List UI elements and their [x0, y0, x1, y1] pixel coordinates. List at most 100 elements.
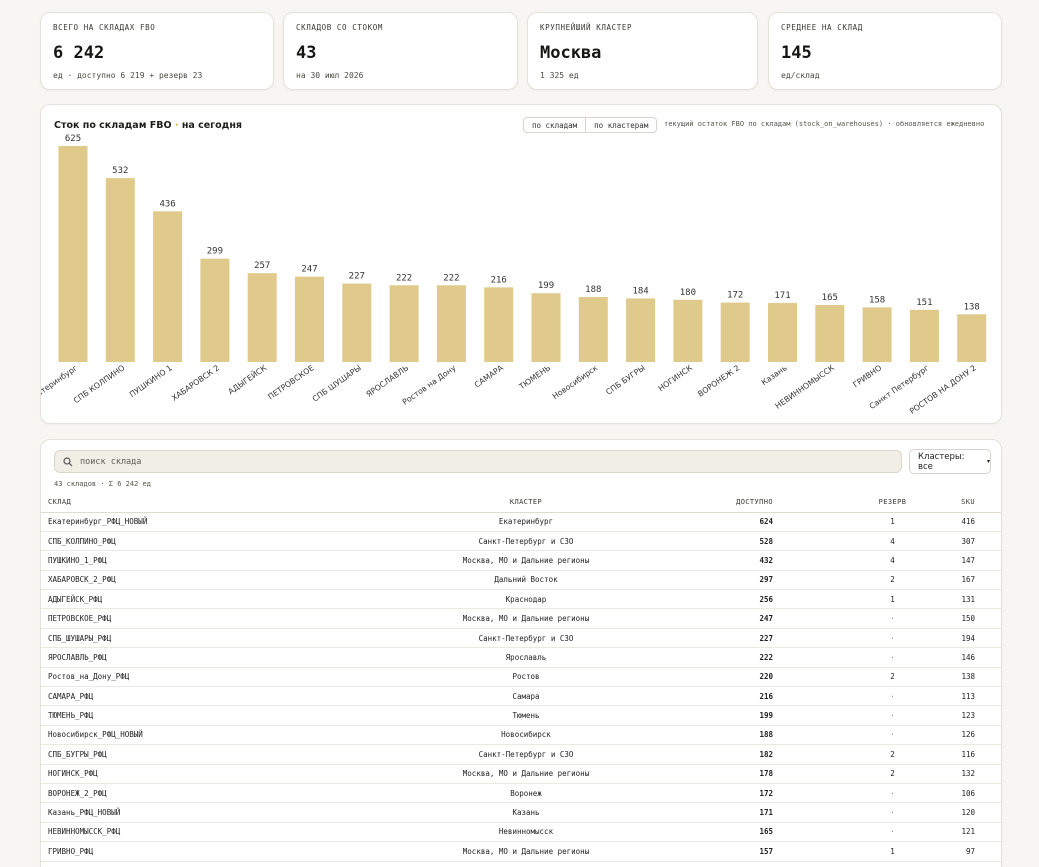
cell-sku: 116: [941, 744, 1001, 765]
column-header-reserve[interactable]: РЕЗЕРВ: [811, 493, 941, 513]
cell-cluster: Невинномысск: [361, 822, 691, 843]
table-row[interactable]: АДЫГЕЙСК_РФЦ Краснодар 256 1 131: [41, 589, 1001, 610]
x-tick-label: ГРИВНО: [851, 363, 883, 389]
cluster-filter-dropdown[interactable]: Кластеры: все ▾: [909, 449, 991, 474]
cell-reserve: ·: [811, 705, 941, 726]
table-row[interactable]: ПЕТРОВСКОЕ_РФЦ Москва, МО и Дальние регио…: [41, 608, 1001, 629]
x-tick-label: ПУШКИНО 1: [128, 363, 174, 399]
bar-value-label: 180: [680, 288, 696, 298]
column-header-cluster[interactable]: КЛАСТЕР: [361, 493, 691, 513]
column-header-name[interactable]: СКЛАД: [41, 493, 361, 513]
search-box[interactable]: [54, 450, 902, 473]
table-row[interactable]: САМАРА_РФЦ Самара 216 · 113: [41, 686, 1001, 707]
cell-reserve: ·: [811, 725, 941, 746]
chart-bar[interactable]: [105, 178, 135, 362]
chart-bar[interactable]: [626, 298, 656, 362]
table-row[interactable]: СПБ_КОЛПИНО_РФЦ Санкт-Петербург и СЗО 528 4…: [41, 531, 1001, 552]
cell-reserve: ·: [811, 686, 941, 707]
kpi-sub: на 30 июл 2026: [296, 71, 364, 80]
cell-sku: 131: [941, 589, 1001, 610]
x-tick-label: ЯРОСЛАВЛЬ: [365, 363, 411, 399]
cell-sku: 147: [941, 550, 1001, 571]
table-row[interactable]: СПБ_БУГРЫ_РФЦ Санкт-Петербург и СЗО 182 2 11…: [41, 744, 1001, 765]
cell-reserve: 1: [811, 512, 941, 532]
chart-bar[interactable]: [153, 211, 183, 362]
toggle-by-clusters[interactable]: по кластерам: [585, 118, 656, 132]
cell-cluster: Самара: [361, 686, 691, 707]
bar-value-label: 188: [585, 285, 601, 295]
cell-cluster: Тюмень: [361, 705, 691, 726]
chart-bar[interactable]: [58, 146, 88, 362]
x-tick-label: ХАБАРОВСК 2: [170, 363, 221, 402]
chart-bar[interactable]: [342, 283, 372, 362]
column-header-available[interactable]: ДОСТУПНО: [691, 493, 811, 513]
kpi-card-largest-cluster: КРУПНЕЙШИЙ КЛАСТЕР Москва 1 325 ед: [527, 12, 758, 90]
bar-value-label: 247: [301, 265, 317, 275]
chart-bar[interactable]: [909, 309, 939, 362]
cell-available: 297: [691, 570, 811, 591]
chart-bar[interactable]: [389, 285, 419, 362]
kpi-label: ВСЕГО НА СКЛАДАХ FBO: [53, 23, 156, 32]
cell-warehouse-name: СПБ_БУГРЫ_РФЦ: [41, 744, 361, 765]
cell-available: 432: [691, 550, 811, 571]
chart-bar[interactable]: [957, 314, 987, 362]
cell-sku: 106: [941, 783, 1001, 804]
cell-sku: 138: [941, 667, 1001, 688]
chart-bar[interactable]: [436, 285, 466, 362]
cell-available: 222: [691, 647, 811, 668]
cell-cluster: Москва, МО и Дальние регионы: [361, 764, 691, 784]
cell-reserve: 2: [811, 570, 941, 591]
chart-bar[interactable]: [720, 302, 750, 362]
cell-warehouse-name: ТЮМЕНЬ_РФЦ: [41, 705, 361, 726]
cell-sku: 126: [941, 725, 1001, 746]
table-row[interactable]: Казань_РФЦ_НОВЫЙ Казань 171 · 120: [41, 802, 1001, 823]
cell-cluster: Дальний Восток: [361, 570, 691, 591]
x-tick-label: Казань: [760, 363, 789, 387]
table-row[interactable]: ЯРОСЛАВЛЬ_РФЦ Ярославль 222 · 146: [41, 647, 1001, 668]
search-input[interactable]: [80, 456, 880, 467]
cell-warehouse-name: ХАБАРОВСК_2_РФЦ: [41, 570, 361, 591]
cell-cluster: Казань: [361, 802, 691, 823]
chart-bar[interactable]: [815, 304, 845, 362]
table-row[interactable]: ТЮМЕНЬ_РФЦ Тюмень 199 · 123: [41, 705, 1001, 726]
bar-value-label: 199: [538, 281, 554, 291]
cell-available: 624: [691, 512, 811, 532]
column-header-sku[interactable]: SKU: [941, 493, 1001, 513]
cell-sku: 150: [941, 608, 1001, 629]
cell-warehouse-name: СПБ_КОЛПИНО_РФЦ: [41, 531, 361, 552]
table-row[interactable]: ВОРОНЕЖ_2_РФЦ Воронеж 172 · 106: [41, 783, 1001, 804]
chart-bar[interactable]: [531, 293, 561, 362]
kpi-label: КРУПНЕЙШИЙ КЛАСТЕР: [540, 23, 633, 32]
table-row[interactable]: ГРИВНО_РФЦ Москва, МО и Дальние регионы 15…: [41, 841, 1001, 862]
cell-cluster: Новосибирск: [361, 725, 691, 746]
table-row[interactable]: НОГИНСК_РФЦ Москва, МО и Дальние регионы 1…: [41, 764, 1001, 784]
table-row[interactable]: ПУШКИНО_1_РФЦ Москва, МО и Дальние регион…: [41, 550, 1001, 571]
bar-value-label: 172: [727, 291, 743, 301]
chart-bar[interactable]: [768, 302, 797, 362]
chart-bar[interactable]: [484, 287, 514, 362]
table-row[interactable]: ХАБАРОВСК_2_РФЦ Дальний Восток 297 2 167: [41, 570, 1001, 591]
table-row[interactable]: СПБ_ШУШАРЫ_РФЦ Санкт-Петербург и СЗО 227 · 1…: [41, 628, 1001, 649]
cell-cluster: Москва, МО и Дальние регионы: [361, 841, 691, 862]
chart-bar[interactable]: [295, 276, 324, 362]
bar-value-label: 222: [396, 273, 412, 283]
bar-value-label: 436: [159, 199, 175, 209]
chart-bar[interactable]: [578, 297, 608, 362]
table-row[interactable]: НЕВИННОМЫССК_РФЦ Невинномысск 165 · 121: [41, 822, 1001, 843]
toggle-by-warehouses[interactable]: по складам: [532, 121, 578, 130]
cell-sku: 113: [941, 686, 1001, 707]
table-row[interactable]: Екатеринбург_РФЦ_НОВЫЙ Екатеринбург 624 1 41…: [41, 512, 1001, 532]
kpi-value: 43: [296, 43, 317, 63]
cell-warehouse-name: СПБ_ШУШАРЫ_РФЦ: [41, 628, 361, 649]
chart-bar[interactable]: [200, 258, 230, 362]
table-row[interactable]: Новосибирск_РФЦ_НОВЫЙ Новосибирск 188 · 126: [41, 725, 1001, 746]
chart-bar[interactable]: [862, 307, 892, 362]
chart-title: Сток по складам FBO · на сегодня: [54, 120, 242, 131]
cell-cluster: Санкт-Петербург и СЗО: [361, 744, 691, 765]
cell-cluster: Москва, МО и Дальние регионы: [361, 608, 691, 629]
chart-bar[interactable]: [673, 299, 703, 362]
table-row[interactable]: Ростов_на_Дону_РФЦ Ростов 220 2 138: [41, 667, 1001, 688]
chart-bar[interactable]: [247, 273, 277, 362]
kpi-label: СРЕДНЕЕ НА СКЛАД: [781, 23, 863, 32]
